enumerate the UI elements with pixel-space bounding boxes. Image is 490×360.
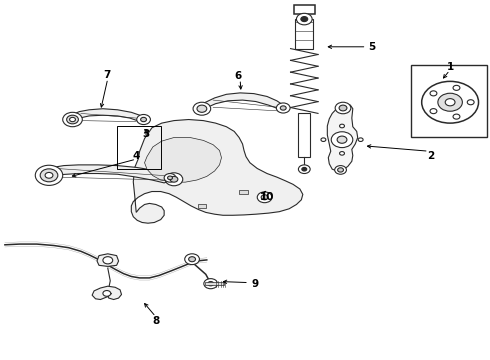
Circle shape — [185, 254, 199, 265]
Circle shape — [168, 176, 172, 180]
Circle shape — [430, 91, 437, 96]
Bar — [294, 5, 315, 14]
Circle shape — [165, 173, 183, 186]
Circle shape — [257, 192, 272, 203]
Circle shape — [453, 114, 460, 119]
Text: 9: 9 — [251, 279, 258, 289]
Circle shape — [63, 112, 82, 127]
Circle shape — [193, 102, 211, 115]
Circle shape — [302, 167, 307, 171]
Circle shape — [340, 124, 344, 128]
Circle shape — [276, 103, 290, 113]
Text: 3: 3 — [143, 129, 149, 139]
Text: 5: 5 — [368, 42, 375, 52]
Circle shape — [189, 257, 196, 262]
Text: 7: 7 — [103, 70, 111, 80]
Circle shape — [45, 172, 53, 178]
Circle shape — [430, 109, 437, 114]
Bar — [298, 113, 310, 157]
Circle shape — [298, 165, 310, 174]
Circle shape — [422, 81, 479, 123]
Polygon shape — [40, 165, 171, 183]
Circle shape — [337, 136, 347, 143]
Text: 10: 10 — [260, 192, 274, 202]
Circle shape — [321, 138, 326, 141]
Bar — [198, 204, 206, 208]
Circle shape — [164, 174, 176, 182]
Circle shape — [208, 282, 214, 286]
Circle shape — [331, 132, 353, 148]
Polygon shape — [327, 104, 358, 171]
Circle shape — [296, 13, 312, 25]
Polygon shape — [145, 138, 221, 182]
Circle shape — [339, 105, 347, 111]
Circle shape — [40, 169, 58, 182]
Circle shape — [103, 291, 111, 296]
Polygon shape — [97, 254, 119, 266]
Bar — [411, 65, 487, 137]
Circle shape — [261, 195, 268, 200]
Circle shape — [340, 152, 344, 155]
Circle shape — [335, 166, 346, 174]
Text: 8: 8 — [152, 316, 159, 326]
Circle shape — [70, 117, 75, 122]
Circle shape — [170, 176, 178, 182]
Bar — [205, 282, 224, 285]
Circle shape — [445, 99, 455, 106]
Circle shape — [280, 106, 286, 110]
Circle shape — [358, 138, 363, 141]
Text: 2: 2 — [428, 150, 435, 161]
Circle shape — [204, 279, 218, 289]
Bar — [239, 190, 248, 194]
Circle shape — [338, 168, 343, 172]
Circle shape — [197, 105, 207, 112]
Circle shape — [35, 165, 63, 185]
Circle shape — [301, 17, 308, 22]
Bar — [295, 19, 313, 49]
Polygon shape — [92, 286, 122, 300]
Circle shape — [141, 117, 147, 122]
Polygon shape — [200, 93, 284, 112]
Text: 4: 4 — [132, 151, 140, 161]
Polygon shape — [131, 120, 303, 223]
Circle shape — [103, 257, 113, 264]
Bar — [117, 126, 161, 169]
Circle shape — [335, 102, 351, 114]
Circle shape — [438, 93, 463, 111]
Circle shape — [467, 100, 474, 105]
Polygon shape — [69, 109, 145, 122]
Text: 6: 6 — [235, 71, 242, 81]
Circle shape — [137, 114, 150, 125]
Text: 1: 1 — [447, 62, 454, 72]
Circle shape — [453, 85, 460, 90]
Circle shape — [67, 115, 78, 124]
